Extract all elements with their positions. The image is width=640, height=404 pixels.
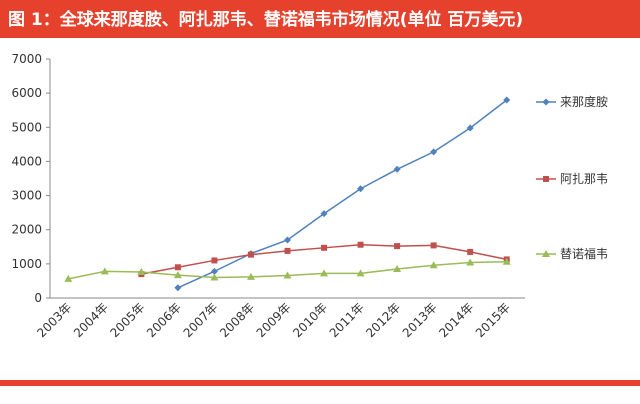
x-tick-label: 2006年 [144, 300, 184, 340]
marker [137, 268, 146, 276]
marker [430, 242, 437, 249]
series-line [177, 99, 508, 289]
x-tick-label: 2012年 [363, 300, 403, 340]
x-tick-label: 2003年 [34, 300, 74, 340]
marker [321, 244, 328, 251]
marker [210, 273, 219, 281]
marker [357, 241, 364, 248]
x-tick-label: 2004年 [71, 300, 111, 340]
x-tick-label: 2011年 [327, 300, 367, 340]
marker [174, 284, 182, 292]
marker [393, 264, 402, 272]
marker [173, 271, 182, 279]
footer-bar [0, 380, 640, 386]
marker [543, 176, 549, 182]
marker [466, 258, 475, 266]
title-banner [0, 0, 640, 38]
y-tick-label: 7000 [11, 52, 42, 66]
marker [284, 247, 291, 254]
x-tick-label: 2007年 [181, 300, 221, 340]
marker [542, 250, 550, 257]
marker [394, 243, 401, 250]
marker [393, 165, 401, 173]
x-tick-label: 2015年 [473, 300, 513, 340]
x-tick-label: 2010年 [290, 300, 330, 340]
marker [320, 210, 328, 218]
marker [429, 261, 438, 269]
marker [320, 269, 329, 277]
marker [174, 264, 181, 271]
x-tick-label: 2009年 [254, 300, 294, 340]
y-tick-label: 0 [34, 291, 42, 305]
y-tick-label: 4000 [11, 154, 42, 168]
legend-label: 来那度胺 [560, 94, 608, 109]
x-tick-label: 2014年 [436, 300, 476, 340]
marker [356, 269, 365, 277]
x-tick-label: 2008年 [217, 300, 257, 340]
marker [247, 251, 254, 258]
legend-label: 阿扎那韦 [560, 172, 608, 186]
marker [503, 96, 511, 104]
marker [466, 124, 474, 132]
marker [210, 267, 218, 275]
y-tick-label: 2000 [11, 223, 42, 237]
marker [211, 257, 218, 264]
marker [246, 272, 255, 280]
x-tick-label: 2005年 [107, 300, 147, 340]
marker [467, 248, 474, 255]
marker [100, 267, 109, 275]
marker [357, 185, 365, 193]
y-tick-label: 6000 [11, 86, 42, 100]
marker [502, 257, 511, 265]
chart-title: 图 1：全球来那度胺、阿扎那韦、替诺福韦市场情况(单位 百万美元) [8, 9, 523, 30]
x-tick-label: 2013年 [400, 300, 440, 340]
y-tick-label: 1000 [11, 257, 42, 271]
marker [542, 98, 550, 106]
marker [283, 271, 292, 279]
legend-label: 替诺福韦 [560, 246, 608, 261]
marker [64, 274, 73, 282]
y-tick-label: 5000 [11, 120, 42, 134]
marker [430, 148, 438, 156]
marker [284, 236, 291, 244]
y-tick-label: 3000 [11, 189, 42, 203]
